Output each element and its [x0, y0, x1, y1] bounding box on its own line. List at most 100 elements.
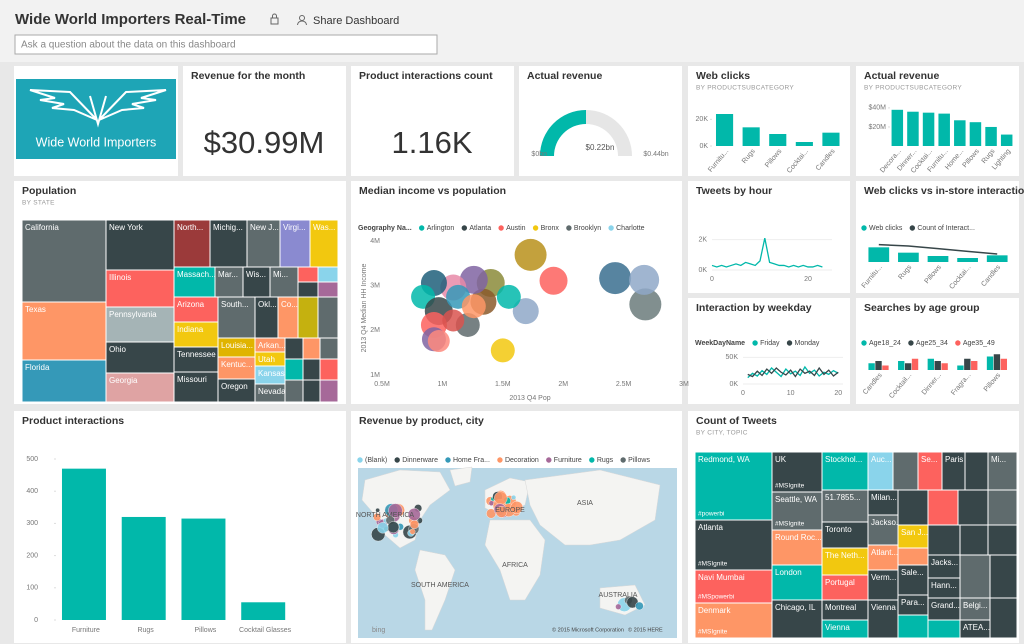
treemap-cell[interactable]	[173, 346, 219, 373]
tile[interactable]	[856, 298, 1019, 404]
tile[interactable]	[856, 181, 1019, 293]
treemap-cell[interactable]	[297, 266, 319, 283]
treemap-cell[interactable]	[957, 489, 989, 526]
legend-swatch	[909, 225, 916, 231]
treemap-cell[interactable]	[246, 219, 281, 268]
treemap-cell[interactable]	[173, 371, 219, 403]
treemap-cell[interactable]	[694, 451, 773, 521]
treemap-cell[interactable]	[771, 491, 823, 531]
map-land	[414, 549, 456, 631]
treemap-cell[interactable]	[694, 569, 773, 604]
card-value: 1.16K	[391, 125, 472, 160]
share-dashboard[interactable]: Share Dashboard	[313, 15, 399, 27]
bubble	[629, 264, 660, 295]
treemap-cell[interactable]	[867, 599, 899, 639]
tile[interactable]	[856, 66, 1019, 176]
treemap-label: Stockhol...	[825, 455, 862, 464]
treemap-cell[interactable]	[297, 296, 319, 339]
tile[interactable]	[183, 66, 346, 176]
y-tick-label: 100	[26, 585, 38, 592]
tile[interactable]	[688, 66, 850, 176]
treemap-cell[interactable]	[821, 574, 869, 601]
treemap-cell[interactable]	[105, 306, 175, 343]
treemap-cell[interactable]	[105, 372, 175, 403]
treemap-cell[interactable]	[897, 547, 929, 566]
treemap-cell[interactable]	[927, 619, 961, 639]
treemap-cell[interactable]	[319, 337, 339, 360]
treemap-cell[interactable]	[21, 359, 107, 403]
treemap-label: Massach...	[177, 270, 216, 279]
treemap-cell[interactable]	[284, 379, 304, 403]
treemap-cell[interactable]	[987, 451, 1018, 491]
bar	[1000, 358, 1008, 370]
treemap-cell[interactable]	[319, 358, 339, 381]
treemap-cell[interactable]	[987, 489, 1018, 526]
treemap-cell[interactable]	[867, 489, 899, 516]
treemap-cell[interactable]	[892, 451, 919, 491]
legend-swatch	[532, 225, 539, 231]
bubble	[599, 262, 632, 295]
tile[interactable]	[688, 298, 850, 404]
legend-swatch	[908, 340, 914, 346]
treemap-cell[interactable]	[959, 554, 991, 599]
legend-swatch	[445, 457, 451, 463]
treemap-cell[interactable]	[694, 602, 773, 639]
bar	[927, 256, 949, 262]
treemap-cell[interactable]	[302, 337, 321, 360]
legend-label: Friday	[760, 340, 780, 347]
treemap-cell[interactable]	[317, 296, 339, 339]
treemap-cell[interactable]	[105, 341, 175, 374]
treemap-cell[interactable]	[309, 219, 339, 268]
treemap-label: Navi Mumbai	[698, 573, 745, 582]
bar	[964, 358, 971, 370]
treemap-cell[interactable]	[897, 564, 929, 596]
treemap-label: Redmond, WA	[698, 455, 750, 464]
treemap-cell[interactable]	[317, 281, 339, 298]
bar	[941, 363, 948, 370]
legend-title: Geography Na...	[358, 225, 412, 232]
treemap-label: ATEA...	[963, 623, 990, 632]
treemap-cell[interactable]	[105, 269, 175, 308]
tile-title: Revenue by product, city	[359, 415, 484, 427]
treemap-cell[interactable]	[297, 281, 319, 298]
treemap-cell[interactable]	[21, 219, 107, 303]
treemap-cell[interactable]	[302, 379, 321, 403]
map-bubble	[615, 603, 622, 610]
share-icon[interactable]	[297, 15, 307, 26]
treemap-cell[interactable]	[173, 266, 216, 298]
treemap-cell[interactable]	[927, 524, 961, 556]
treemap-cell[interactable]	[821, 547, 869, 576]
treemap-cell[interactable]	[897, 614, 929, 639]
treemap-cell[interactable]	[284, 358, 304, 381]
treemap-cell[interactable]	[269, 266, 299, 298]
treemap-label: Toronto	[825, 525, 852, 534]
treemap-cell[interactable]	[989, 554, 1018, 599]
treemap-label: Co...	[281, 300, 298, 309]
treemap-cell[interactable]	[897, 489, 929, 526]
legend-swatch	[461, 225, 468, 231]
treemap-cell[interactable]	[989, 597, 1018, 639]
treemap-cell[interactable]	[302, 358, 321, 381]
treemap-cell[interactable]	[209, 219, 248, 268]
treemap-cell[interactable]	[319, 379, 339, 403]
treemap-cell[interactable]	[284, 337, 304, 360]
treemap-label: Vienna	[871, 603, 896, 612]
treemap-cell[interactable]	[771, 451, 823, 493]
treemap-cell[interactable]	[105, 219, 175, 271]
tile[interactable]	[351, 66, 514, 176]
qna-box[interactable]	[14, 34, 438, 55]
treemap-label: Portugal	[825, 578, 855, 587]
tile[interactable]	[688, 181, 850, 293]
treemap-cell[interactable]	[771, 599, 823, 639]
treemap-label: Belgi...	[963, 601, 987, 610]
treemap-cell[interactable]	[927, 489, 959, 526]
treemap-cell[interactable]	[867, 569, 899, 601]
logo-wings	[29, 89, 167, 128]
treemap-cell[interactable]	[959, 524, 989, 556]
treemap-cell[interactable]	[964, 451, 989, 491]
qna-placeholder[interactable]: Ask a question about the data on this da…	[21, 40, 236, 51]
treemap-cell[interactable]	[987, 524, 1018, 556]
treemap-cell[interactable]	[217, 296, 256, 339]
legend-label: Monday	[795, 340, 820, 347]
treemap-cell[interactable]	[317, 266, 339, 283]
